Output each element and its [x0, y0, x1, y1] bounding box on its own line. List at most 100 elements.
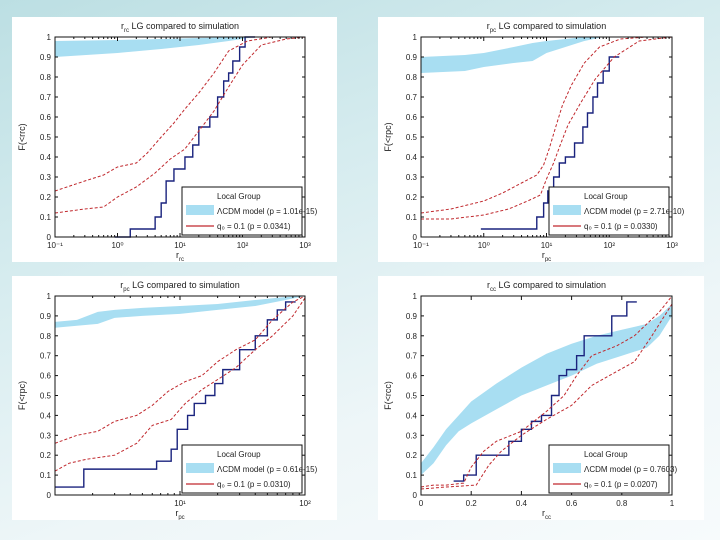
y-tick-label: 0.1	[40, 471, 52, 480]
y-tick-label: 0.4	[40, 153, 52, 162]
y-tick-label: 0	[413, 491, 418, 500]
legend-label-q0: q₀ = 0.1 (p = 0.0330)	[584, 222, 658, 231]
legend-swatch-model	[186, 463, 214, 473]
x-tick-label: 10¹	[174, 241, 186, 250]
x-tick-label: 10³	[299, 241, 311, 250]
chart-panel-rcc: rcc LG compared to simulation 0 0.1 0.2 0.3 0…	[378, 276, 704, 520]
y-tick-label: 0.6	[406, 113, 418, 122]
y-tick-label: 0	[47, 233, 52, 242]
y-tick-label: 0.6	[40, 113, 52, 122]
legend-label-local-group: Local Group	[584, 450, 628, 459]
legend-swatch-model	[186, 205, 214, 215]
q0-bound-line-1	[420, 295, 673, 488]
local-group-step-line	[453, 301, 637, 482]
legend-swatch-model	[553, 463, 581, 473]
x-axis-label: rcc	[542, 508, 551, 520]
legend-swatch-model	[553, 205, 581, 215]
y-tick-label: 0.8	[40, 73, 52, 82]
legend-label-model: ΛCDM model (p = 2.71e-10)	[584, 207, 685, 216]
local-group-step-line	[480, 56, 620, 230]
x-tick-label: 0	[419, 499, 424, 508]
y-tick-label: 0.1	[406, 213, 418, 222]
chart-title: rpc LG compared to simulation	[487, 21, 606, 34]
x-tick-label: 1	[670, 499, 675, 508]
y-axis-label: F(<rpc)	[17, 381, 27, 410]
y-axis-label: F(<rpc)	[383, 122, 393, 151]
y-tick-label: 0.1	[406, 471, 418, 480]
y-tick-label: 0.9	[406, 312, 418, 321]
x-tick-label: 10⁻¹	[47, 241, 63, 250]
y-tick-label: 0.5	[40, 133, 52, 142]
chart-title: rrc LG compared to simulation	[121, 21, 239, 34]
x-tick-label: 0.8	[616, 499, 628, 508]
legend-label-local-group: Local Group	[217, 192, 261, 201]
y-tick-label: 0.6	[40, 372, 52, 381]
q0-bound-line-1	[420, 36, 648, 214]
y-axis-label: F(<rcc)	[383, 381, 393, 410]
y-tick-label: 0.5	[406, 133, 418, 142]
chart-svg: rcc LG compared to simulation 0 0.1 0.2 0.3 0…	[383, 280, 677, 520]
y-tick-label: 0.2	[406, 451, 418, 460]
x-tick-label: 0.4	[516, 499, 528, 508]
y-tick-label: 0.7	[40, 352, 52, 361]
y-tick-label: 0.5	[40, 392, 52, 401]
y-axis-label: F(<rrc)	[17, 123, 27, 150]
x-tick-label: 10¹	[541, 241, 553, 250]
x-tick-label: 10⁰	[478, 241, 490, 250]
q0-bound-line-1	[54, 295, 306, 444]
x-tick-label: 10²	[237, 241, 249, 250]
x-tick-label: 10²	[299, 499, 311, 508]
y-tick-label: 1	[413, 292, 418, 301]
y-tick-label: 1	[47, 292, 52, 301]
model-band	[55, 296, 305, 328]
legend-label-model: ΛCDM model (p = 1.01e-15)	[217, 207, 318, 216]
x-axis-label: rpc	[175, 508, 184, 520]
chart-svg: rpc LG compared to simulation 0 0.1 0.2 0.3 0…	[383, 21, 685, 262]
y-tick-label: 0.2	[40, 193, 52, 202]
model-band	[421, 304, 672, 476]
y-tick-label: 0.1	[40, 213, 52, 222]
model-band	[55, 37, 254, 57]
y-tick-label: 0.4	[406, 153, 418, 162]
x-tick-label: 10⁰	[111, 241, 123, 250]
x-tick-label: 10¹	[174, 499, 186, 508]
x-tick-label: 0.2	[466, 499, 478, 508]
legend-label-q0: q₀ = 0.1 (p = 0.0207)	[584, 480, 658, 489]
legend-label-model: ΛCDM model (p = 0.7603)	[584, 465, 677, 474]
y-tick-label: 0	[47, 491, 52, 500]
y-tick-label: 0.8	[406, 73, 418, 82]
y-tick-label: 0.5	[406, 392, 418, 401]
y-tick-label: 0.9	[40, 53, 52, 62]
y-tick-label: 0.7	[406, 93, 418, 102]
model-band	[421, 37, 604, 73]
x-tick-label: 10³	[666, 241, 678, 250]
chart-title: rcc LG compared to simulation	[487, 280, 606, 293]
x-tick-label: 0.6	[566, 499, 578, 508]
chart-panel-rpc-bottom: rpc LG compared to simulation 0 0.1 0.2 0.3 0…	[12, 276, 337, 520]
local-group-step-line	[114, 36, 256, 238]
y-tick-label: 0.4	[40, 411, 52, 420]
y-tick-label: 0.7	[40, 93, 52, 102]
y-tick-label: 0.4	[406, 411, 418, 420]
chart-svg: rpc LG compared to simulation 0 0.1 0.2 0.3 0…	[17, 280, 318, 520]
legend-label-local-group: Local Group	[584, 192, 628, 201]
x-axis-label: rpc	[542, 250, 551, 262]
q0-bound-line-1	[54, 36, 305, 192]
y-tick-label: 0.3	[406, 431, 418, 440]
legend-label-model: ΛCDM model (p = 0.61e-15)	[217, 465, 318, 474]
y-tick-label: 0.9	[40, 312, 52, 321]
y-tick-label: 0.3	[40, 431, 52, 440]
y-tick-label: 1	[413, 33, 418, 42]
y-tick-label: 0	[413, 233, 418, 242]
y-tick-label: 0.2	[406, 193, 418, 202]
x-tick-label: 10⁻¹	[413, 241, 429, 250]
x-tick-label: 10²	[603, 241, 615, 250]
local-group-step-line	[55, 301, 296, 488]
y-tick-label: 0.8	[406, 332, 418, 341]
q0-bound-line-2	[421, 36, 673, 220]
y-tick-label: 0.9	[406, 53, 418, 62]
chart-svg: rrc LG compared to simulation 0 0.1 0.2 0.3 0…	[17, 21, 318, 262]
chart-title: rpc LG compared to simulation	[120, 280, 239, 293]
chart-panel-rrc: rrc LG compared to simulation 0 0.1 0.2 0.3 0…	[12, 17, 337, 262]
legend-label-q0: q₀ = 0.1 (p = 0.0310)	[217, 480, 291, 489]
